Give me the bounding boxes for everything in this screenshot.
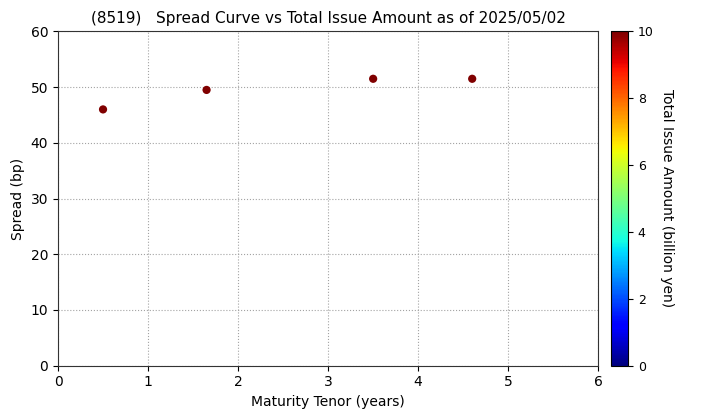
Y-axis label: Spread (bp): Spread (bp) xyxy=(11,158,25,239)
Title: (8519)   Spread Curve vs Total Issue Amount as of 2025/05/02: (8519) Spread Curve vs Total Issue Amoun… xyxy=(91,11,566,26)
X-axis label: Maturity Tenor (years): Maturity Tenor (years) xyxy=(251,395,405,409)
Y-axis label: Total Issue Amount (billion yen): Total Issue Amount (billion yen) xyxy=(660,89,675,307)
Point xyxy=(201,87,212,93)
Point xyxy=(97,106,109,113)
Point xyxy=(467,76,478,82)
Point xyxy=(367,76,379,82)
